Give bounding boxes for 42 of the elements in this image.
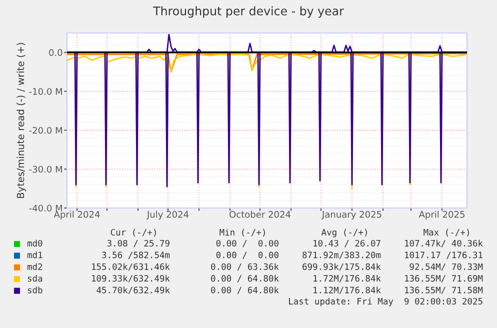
text: 0.00 / 0.00 — [216, 252, 278, 259]
legend-label: md0 — [27, 240, 42, 247]
text: 92.54M/ 70.33M — [410, 263, 483, 271]
text: 3.08 / 25.79 — [107, 240, 170, 248]
legend-label: md2 — [27, 263, 42, 270]
text: 1017.17 /176.31 — [405, 252, 482, 259]
text: Avg (-/+) — [321, 228, 367, 238]
y-tick-label: -10.0 M — [29, 88, 62, 95]
x-tick-label: July 2024 — [146, 210, 189, 220]
text: 155.02k/631.46k — [92, 263, 170, 271]
text: 3.56 /582.54m — [102, 252, 170, 259]
text: 107.47k/ 40.36k — [405, 240, 483, 248]
legend-label: sdb — [28, 286, 42, 294]
text: 109.33k/632.49k — [92, 274, 170, 282]
text: 871.92m/383.20m — [302, 252, 381, 259]
text: Max (-/+) — [424, 228, 469, 237]
text: Min (-/+) — [220, 228, 265, 237]
text: 136.55M/ 71.69M — [405, 275, 483, 282]
text: Last update: Fri May 9 02:00:03 2025 — [289, 298, 482, 306]
text: 0.00 / 64.80k — [211, 286, 279, 294]
text: 0.00 / 63.36k — [211, 263, 279, 271]
y-tick-label: -20.0 M — [29, 126, 62, 134]
text: Cur (-/+) — [110, 228, 156, 237]
x-tick-label: January 2025 — [322, 210, 382, 220]
legend-label: sda — [28, 274, 42, 282]
text: 136.55M/ 71.58M — [405, 286, 483, 294]
text: 0.00 / 64.80k — [211, 274, 279, 282]
text: 45.70k/632.49k — [96, 286, 170, 294]
x-tick-label: April 2025 — [418, 210, 464, 220]
text: 0.00 / 0.00 — [216, 240, 278, 248]
y-tick-label: -40.0 M — [29, 204, 62, 212]
y-tick-label: 0.0 — [49, 49, 62, 56]
y-axis-title: Bytes/minute read (-) / write (+) — [16, 42, 26, 198]
x-tick-label: October 2024 — [230, 210, 290, 218]
text: 699.93k/175.84k — [302, 263, 381, 271]
text: 1.12M/176.84k — [314, 286, 381, 294]
legend-label: md1 — [27, 251, 42, 258]
chart-title: Throughput per device - by year — [153, 6, 344, 18]
text: 1.72M/176.84k — [314, 274, 381, 282]
text: 10.43 / 26.07 — [314, 240, 380, 248]
x-tick-label: April 2024 — [54, 210, 100, 220]
y-tick-label: -30.0 M — [29, 166, 62, 173]
